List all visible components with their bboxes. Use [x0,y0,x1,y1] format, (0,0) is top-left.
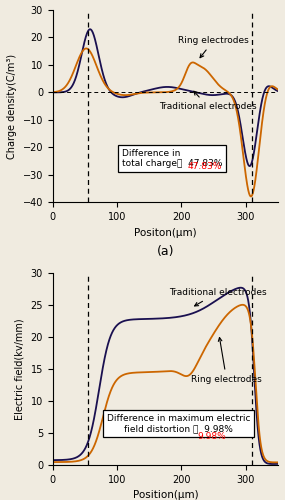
Text: (a): (a) [157,244,174,258]
Text: Ring electrodes: Ring electrodes [191,338,262,384]
Text: Traditional electrodes: Traditional electrodes [159,92,256,111]
Text: Difference in maximum electric
field distortion ：  9.98%: Difference in maximum electric field dis… [107,414,250,433]
Text: Traditional electrodes: Traditional electrodes [169,288,266,306]
Text: Difference in
total charge：  47.83%: Difference in total charge： 47.83% [122,148,222,168]
Text: Ring electrodes: Ring electrodes [178,36,249,58]
Text: 9.98%: 9.98% [197,432,226,440]
X-axis label: Position(μm): Position(μm) [133,490,198,500]
X-axis label: Positon(μm): Positon(μm) [134,228,197,237]
Text: 47.83%: 47.83% [188,162,222,171]
Y-axis label: Charge density(C/m³): Charge density(C/m³) [7,54,17,158]
Y-axis label: Electric field(kv/mm): Electric field(kv/mm) [15,318,25,420]
